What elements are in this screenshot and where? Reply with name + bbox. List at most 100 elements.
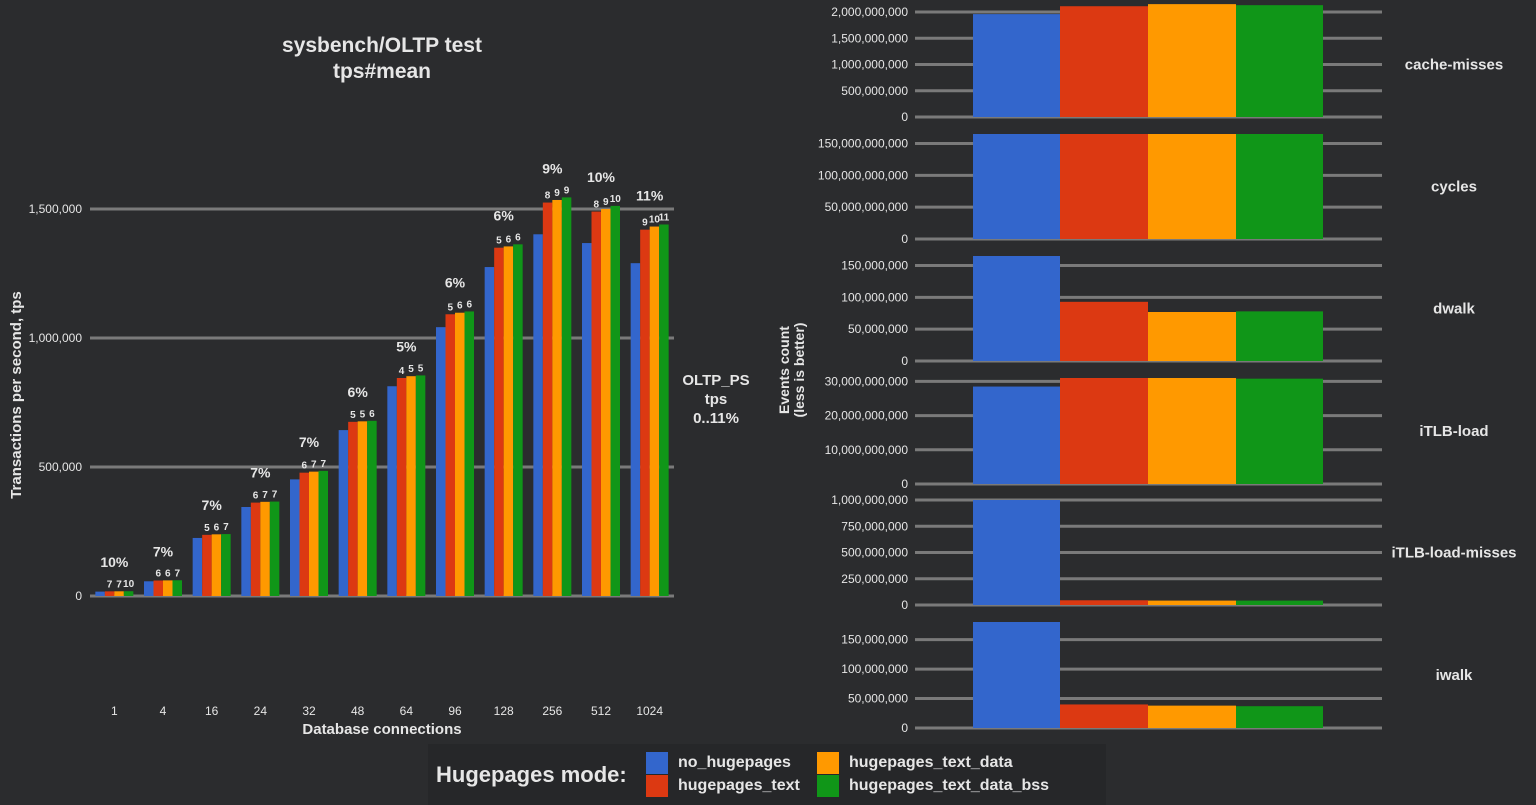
bar-label: 10 xyxy=(123,579,135,590)
events-bar-chart: Events count (less is better) 0 500,000,00… xyxy=(776,4,1517,735)
y-tick-label: 30,000,000,000 xyxy=(825,374,909,388)
bar-hugepages-text xyxy=(445,314,455,596)
bar-hugepages-text-data xyxy=(455,312,465,596)
x-tick-label: 4 xyxy=(160,704,167,718)
panel-cache-misses: 0 500,000,000 1,000,000,000 1,500,000,000 2,… xyxy=(831,4,1503,124)
bar-hugepages-text xyxy=(348,421,358,596)
y-tick-label: 500,000,000 xyxy=(841,546,908,560)
bar-no-hugepages xyxy=(973,386,1060,484)
y-tick-label: 0 xyxy=(75,589,82,603)
legend-title: Hugepages mode: xyxy=(436,762,627,787)
bar-no-hugepages xyxy=(290,479,300,596)
bar-label: 5 xyxy=(496,236,502,247)
bar-label: 9 xyxy=(642,218,648,229)
x-tick-label: 32 xyxy=(302,704,316,718)
panel-label: iwalk xyxy=(1436,667,1473,684)
group-percent-label: 9% xyxy=(542,160,563,176)
bar-hugepages-text-data-bss xyxy=(1236,5,1323,117)
bar-hugepages-text xyxy=(1060,704,1148,728)
group-percent-label: 7% xyxy=(202,497,223,513)
bar-hugepages-text xyxy=(250,502,261,596)
bar-hugepages-text xyxy=(1060,378,1148,484)
bar-no-hugepages xyxy=(582,243,592,596)
y-tick-label: 150,000,000 xyxy=(841,259,908,273)
bar-hugepages-text xyxy=(591,211,601,596)
group-percent-label: 10% xyxy=(587,169,616,185)
chart-title: sysbench/OLTP test xyxy=(282,34,482,57)
x-axis-label: Database connections xyxy=(302,721,461,738)
bar-label: 10 xyxy=(649,215,661,226)
bar-hugepages-text-data-bss xyxy=(367,420,377,596)
bar-label: 5 xyxy=(418,363,424,374)
bar-no-hugepages xyxy=(973,14,1060,118)
bar-hugepages-text xyxy=(396,377,407,596)
bar-no-hugepages xyxy=(387,386,397,596)
bar-no-hugepages xyxy=(973,622,1060,728)
bar-no-hugepages xyxy=(338,430,349,596)
legend-item-hugepages-text: hugepages_text xyxy=(646,775,800,797)
legend-item-no-hugepages: no_hugepages xyxy=(646,752,791,774)
y-tick-label: 500,000 xyxy=(39,460,83,474)
bar-label: 11 xyxy=(659,212,670,223)
bar-label: 6 xyxy=(155,569,161,580)
y-tick-label: 0 xyxy=(901,477,908,491)
x-tick-label: 16 xyxy=(205,704,219,718)
bar-hugepages-text-data-bss xyxy=(172,580,182,596)
facet-label-line: tps xyxy=(705,391,728,408)
panel-itlb-load-misses: 0 250,000,000 500,000,000 750,000,000 1,000,… xyxy=(831,493,1516,612)
panel-itlb-load: 0 10,000,000,000 20,000,000,000 30,000,000,… xyxy=(825,374,1489,491)
bar-label: 7 xyxy=(320,459,326,470)
bar-hugepages-text xyxy=(640,229,650,596)
panel-dwalk: 0 50,000,000 100,000,000 150,000,000 dwalk xyxy=(841,256,1475,368)
group-percent-label: 6% xyxy=(494,207,515,223)
panel-iwalk: 0 50,000,000 100,000,000 150,000,000 iwalk xyxy=(841,622,1473,735)
y-tick-label: 1,500,000 xyxy=(29,202,83,216)
x-tick-label: 128 xyxy=(494,704,514,718)
bar-label: 6 xyxy=(466,299,472,310)
facet-label-line: 0..11% xyxy=(693,410,739,427)
bar-hugepages-text-data-bss xyxy=(513,244,523,596)
facet-label-line: OLTP_PS xyxy=(682,372,749,389)
x-tick-label: 96 xyxy=(448,704,462,718)
y-axis-label: Transactions per second, tps xyxy=(8,291,25,499)
bar-hugepages-text-data xyxy=(552,199,562,596)
group-percent-label: 6% xyxy=(445,274,466,290)
bar-hugepages-text-data-bss xyxy=(1236,706,1323,728)
bar-no-hugepages xyxy=(973,134,1060,239)
x-tick-labels: 1 4 16 24 32 48 64 96 128 256 512 1024 xyxy=(111,704,663,718)
y-tick-label: 100,000,000,000 xyxy=(818,168,908,182)
bar-no-hugepages xyxy=(533,234,543,596)
x-tick-label: 1024 xyxy=(636,704,663,718)
legend-swatch xyxy=(646,752,668,774)
bar-hugepages-text-data-bss xyxy=(318,470,328,596)
y-tick-label: 0 xyxy=(901,232,908,246)
bar-label: 6 xyxy=(369,409,375,420)
bar-hugepages-text xyxy=(104,591,115,596)
bar-hugepages-text xyxy=(542,202,553,597)
bar-label: 10 xyxy=(610,194,622,205)
x-tick-label: 512 xyxy=(591,704,611,718)
right-panels: 0 500,000,000 1,000,000,000 1,500,000,000 2,… xyxy=(818,4,1517,735)
bar-hugepages-text-data-bss xyxy=(1236,378,1323,484)
y-tick-label: 500,000,000 xyxy=(841,84,908,98)
panel-label: iTLB-load-misses xyxy=(1391,545,1516,562)
bar-no-hugepages xyxy=(973,256,1060,361)
legend-swatch xyxy=(817,775,839,797)
x-tick-label: 64 xyxy=(400,704,414,718)
panel-label: dwalk xyxy=(1433,301,1475,318)
bar-label: 7 xyxy=(272,490,278,501)
y-tick-label: 150,000,000,000 xyxy=(818,137,908,151)
bar-hugepages-text-data xyxy=(601,209,611,596)
bar-hugepages-text-data xyxy=(357,421,368,596)
tps-bar-chart: sysbench/OLTP test tps#mean 0 500,000 1,00… xyxy=(8,34,750,738)
bar-hugepages-text-data-bss xyxy=(269,501,280,596)
legend-label: hugepages_text_data xyxy=(849,754,1013,771)
group-percent-label: 11% xyxy=(636,187,664,203)
bar-label: 6 xyxy=(457,301,463,312)
legend-swatch xyxy=(646,775,668,797)
bar-hugepages-text-data-bss xyxy=(1236,600,1323,605)
chart-subtitle: tps#mean xyxy=(333,60,431,83)
legend: Hugepages mode: no_hugepages hugepages_t… xyxy=(428,744,1106,805)
panel-label: cycles xyxy=(1431,179,1477,196)
